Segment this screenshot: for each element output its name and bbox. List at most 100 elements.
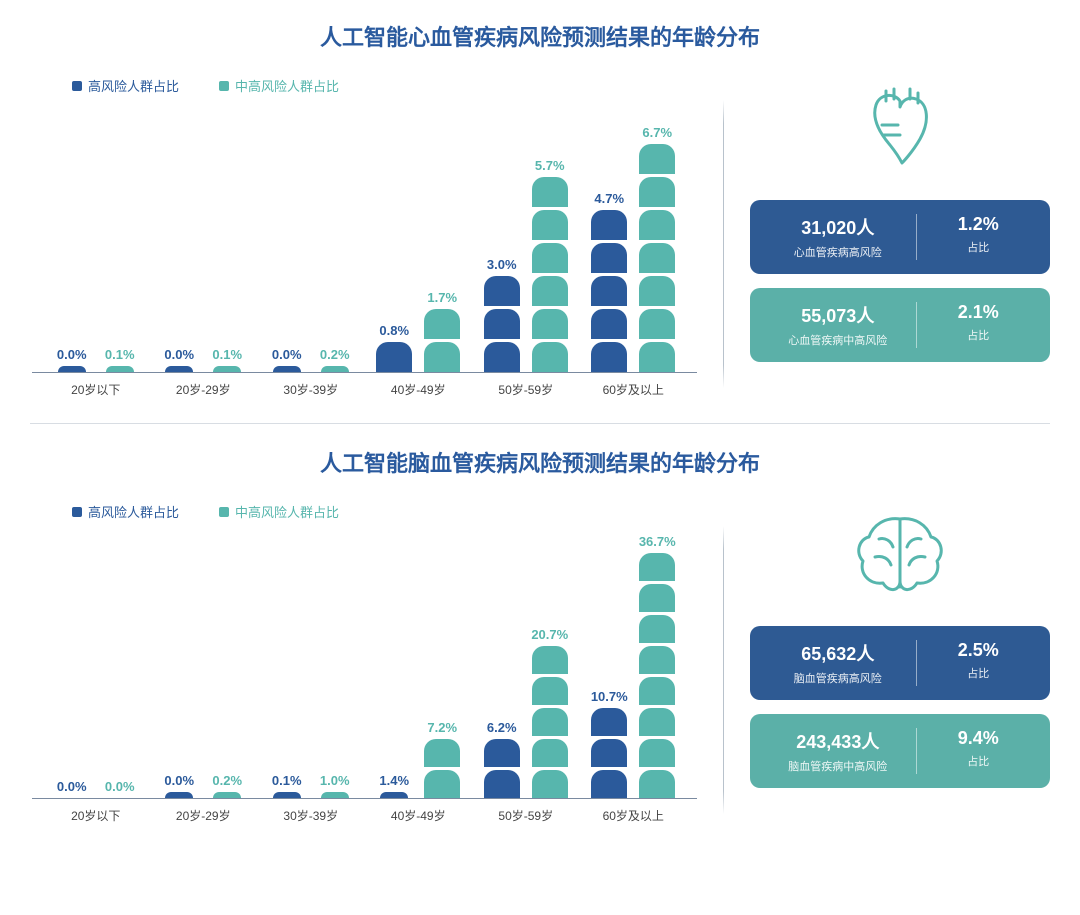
bar-unit-tiny [273, 366, 301, 372]
bar-group: 0.0% 0.0% [42, 779, 150, 798]
bar-unit [424, 309, 460, 339]
bar-high: 1.4% [375, 773, 413, 798]
bar-value-label: 36.7% [639, 534, 676, 549]
bar-high: 0.1% [268, 773, 306, 798]
bar-medhigh: 0.1% [101, 347, 139, 372]
stat-count-label: 脑血管疾病高风险 [768, 670, 908, 686]
stat-count-label: 脑血管疾病中高风险 [768, 758, 908, 774]
stat-area: 65,632人 脑血管疾病高风险 2.5% 占比 243,433人 脑血管疾病中… [750, 496, 1050, 824]
bar-unit [591, 739, 627, 767]
panel-title: 人工智能脑血管疾病风险预测结果的年龄分布 [30, 446, 1050, 478]
bar-stack [375, 342, 413, 372]
brain-icon [845, 507, 955, 607]
bar-unit-tiny [213, 366, 241, 372]
bar-unit [591, 243, 627, 273]
bar-group: 4.7% 6.7% [580, 125, 688, 372]
bar-high: 3.0% [483, 257, 521, 372]
bar-unit [532, 210, 568, 240]
stat-count: 31,020人 [768, 214, 908, 240]
stat-pct: 1.2% [925, 214, 1032, 235]
bar-unit-tiny [165, 792, 193, 798]
bar-unit [639, 342, 675, 372]
stat-pct: 2.5% [925, 640, 1032, 661]
x-tick-label: 20岁以下 [42, 807, 150, 824]
x-axis: 20岁以下20岁-29岁30岁-39岁40岁-49岁50岁-59岁60岁及以上 [32, 799, 697, 824]
bar-group: 0.0% 0.1% [150, 347, 258, 372]
bar-group: 0.1% 1.0% [257, 773, 365, 798]
bar-stack [208, 792, 246, 798]
bar-group: 1.4% 7.2% [365, 720, 473, 798]
bar-stack [638, 553, 676, 798]
bar-unit [591, 309, 627, 339]
legend-label: 高风险人群占比 [88, 76, 179, 95]
stat-pct-label: 占比 [925, 239, 1032, 255]
bar-medhigh: 0.0% [101, 779, 139, 798]
legend-label: 中高风险人群占比 [235, 76, 339, 95]
stat-pct: 2.1% [925, 302, 1032, 323]
bar-value-label: 0.0% [57, 347, 87, 362]
stat-count: 55,073人 [768, 302, 908, 328]
bar-medhigh: 0.2% [208, 773, 246, 798]
bar-unit-tiny [321, 366, 349, 372]
bar-unit [376, 342, 412, 372]
bar-group: 0.0% 0.2% [150, 773, 258, 798]
bar-unit [424, 342, 460, 372]
bar-value-label: 20.7% [531, 627, 568, 642]
bar-unit [484, 770, 520, 798]
bar-unit [484, 309, 520, 339]
bar-unit [639, 770, 675, 798]
bar-stack [316, 792, 354, 798]
bar-unit [424, 770, 460, 798]
chart-area: 高风险人群占比 中高风险人群占比 0.0% 0.0% 0.0% 0.2% 0.1… [30, 496, 697, 824]
icon-wrap [850, 76, 950, 186]
stat-right: 2.1% 占比 [917, 302, 1040, 348]
bar-group: 3.0% 5.7% [472, 158, 580, 372]
x-tick-label: 60岁及以上 [580, 381, 688, 398]
stat-right: 9.4% 占比 [917, 728, 1040, 774]
bar-high: 0.0% [160, 347, 198, 372]
vertical-divider [723, 526, 724, 814]
bar-unit [532, 177, 568, 207]
vertical-divider [723, 100, 724, 388]
bar-unit [591, 708, 627, 736]
legend-label: 高风险人群占比 [88, 502, 179, 521]
stat-pct-label: 占比 [925, 327, 1032, 343]
bar-unit [639, 553, 675, 581]
bar-stack [590, 708, 628, 798]
x-tick-label: 20岁以下 [42, 381, 150, 398]
bar-high: 0.8% [375, 323, 413, 372]
stat-left: 243,433人 脑血管疾病中高风险 [760, 728, 917, 774]
legend-swatch [219, 81, 229, 91]
legend-swatch [72, 507, 82, 517]
bar-stack [208, 366, 246, 372]
bar-value-label: 5.7% [535, 158, 565, 173]
bar-medhigh: 0.1% [208, 347, 246, 372]
bar-value-label: 6.2% [487, 720, 517, 735]
bar-unit [532, 342, 568, 372]
bar-stack [531, 177, 569, 372]
bar-medhigh: 0.2% [316, 347, 354, 372]
bar-unit [591, 342, 627, 372]
stat-pct-label: 占比 [925, 665, 1032, 681]
stat-count-label: 心血管疾病中高风险 [768, 332, 908, 348]
bar-high: 10.7% [590, 689, 628, 798]
bar-value-label: 4.7% [594, 191, 624, 206]
x-tick-label: 50岁-59岁 [472, 381, 580, 398]
stat-pct-label: 占比 [925, 753, 1032, 769]
stat-area: 31,020人 心血管疾病高风险 1.2% 占比 55,073人 心血管疾病中高… [750, 70, 1050, 398]
bar-stack [101, 366, 139, 372]
bar-value-label: 1.4% [379, 773, 409, 788]
bar-unit [639, 677, 675, 705]
stat-card: 65,632人 脑血管疾病高风险 2.5% 占比 [750, 626, 1050, 700]
bar-unit [639, 144, 675, 174]
bar-group: 0.0% 0.2% [257, 347, 365, 372]
panel-body: 高风险人群占比 中高风险人群占比 0.0% 0.0% 0.0% 0.2% 0.1… [30, 496, 1050, 824]
bar-unit [532, 708, 568, 736]
bar-unit [532, 243, 568, 273]
bar-group: 6.2% 20.7% [472, 627, 580, 798]
legend-item-medhigh: 中高风险人群占比 [219, 76, 339, 95]
bar-unit [532, 770, 568, 798]
stat-left: 31,020人 心血管疾病高风险 [760, 214, 917, 260]
bar-medhigh: 20.7% [531, 627, 569, 798]
stat-pct: 9.4% [925, 728, 1032, 749]
